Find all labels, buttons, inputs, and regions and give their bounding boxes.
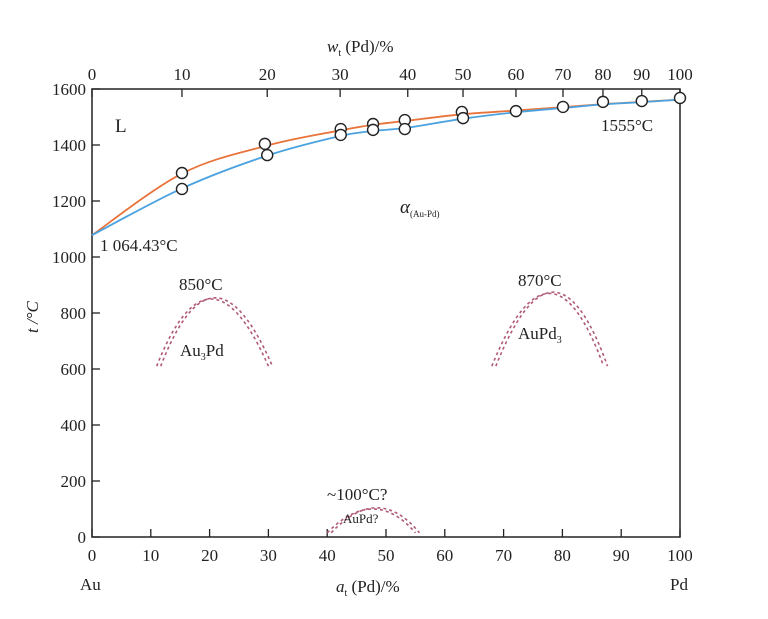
label-au3pd: Au3Pd xyxy=(180,341,224,363)
data-point xyxy=(175,166,189,180)
data-point xyxy=(261,148,274,162)
data-point xyxy=(258,137,272,151)
data-point xyxy=(334,128,347,142)
label-pd-melting: 1555°C xyxy=(601,116,653,135)
x-tick-label: 30 xyxy=(260,546,277,565)
x-tick-label: 0 xyxy=(88,546,97,565)
y-tick-label: 800 xyxy=(61,304,87,323)
label-liquid: L xyxy=(115,116,127,137)
y-tick-label: 1000 xyxy=(52,248,86,267)
label-au-melting: 1 064.43°C xyxy=(100,236,178,255)
ordering-dome-AuPd3 xyxy=(495,291,609,367)
data-point xyxy=(673,91,687,105)
data-point xyxy=(366,123,380,137)
x-axis-label: at (Pd)/% xyxy=(336,577,400,599)
data-point xyxy=(175,182,189,196)
plot-frame xyxy=(91,88,681,538)
y-tick-label: 0 xyxy=(78,528,87,547)
data-point xyxy=(556,100,570,114)
y-tick-label: 1600 xyxy=(52,80,86,99)
top-axis-label: wt (Pd)/% xyxy=(327,37,394,59)
top-tick-label: 100 xyxy=(667,65,693,84)
y-tick-label: 200 xyxy=(61,472,87,491)
top-tick-label: 50 xyxy=(455,65,472,84)
x-tick-label: 90 xyxy=(613,546,630,565)
y-tick-label: 1200 xyxy=(52,192,86,211)
y-tick-label: 1400 xyxy=(52,136,86,155)
top-tick-label: 40 xyxy=(399,65,416,84)
label-alpha: α(Au-Pd) xyxy=(400,197,439,219)
x-tick-label: 100 xyxy=(667,546,693,565)
y-tick-label: 400 xyxy=(61,416,87,435)
ordering-dome-Au3Pd xyxy=(159,297,274,367)
label-aupd3-temp: 870°C xyxy=(518,271,562,290)
data-point xyxy=(398,122,412,136)
x-tick-label: 40 xyxy=(319,546,336,565)
label-aupd3: AuPd3 xyxy=(518,324,562,346)
data-point xyxy=(456,111,470,125)
label-aupd: AuPd? xyxy=(343,511,379,526)
label-pd: Pd xyxy=(670,575,688,594)
ordering-dome-AuPd3 xyxy=(491,292,605,367)
data-point xyxy=(635,94,648,108)
label-au3pd-temp: 850°C xyxy=(179,275,223,294)
top-tick-label: 80 xyxy=(594,65,611,84)
top-tick-label: 60 xyxy=(507,65,524,84)
x-tick-label: 80 xyxy=(554,546,571,565)
x-tick-label: 50 xyxy=(378,546,395,565)
x-tick-label: 10 xyxy=(142,546,159,565)
y-tick-label: 600 xyxy=(61,360,87,379)
ordering-dome-AuPd xyxy=(330,507,421,534)
top-tick-label: 20 xyxy=(259,65,276,84)
ordering-dome-AuPd xyxy=(326,508,417,534)
top-tick-label: 90 xyxy=(633,65,650,84)
top-tick-label: 70 xyxy=(554,65,571,84)
x-tick-label: 70 xyxy=(495,546,512,565)
label-aupd-temp: ~100°C? xyxy=(327,485,387,504)
label-au: Au xyxy=(80,575,101,594)
data-point xyxy=(509,104,523,118)
ordering-dome-Au3Pd xyxy=(155,298,270,367)
top-tick-label: 10 xyxy=(173,65,190,84)
x-tick-label: 60 xyxy=(436,546,453,565)
top-tick-label: 0 xyxy=(88,65,97,84)
data-point xyxy=(596,95,610,109)
x-tick-label: 20 xyxy=(201,546,218,565)
y-axis-label: t /°C xyxy=(23,301,42,333)
top-tick-label: 30 xyxy=(332,65,349,84)
